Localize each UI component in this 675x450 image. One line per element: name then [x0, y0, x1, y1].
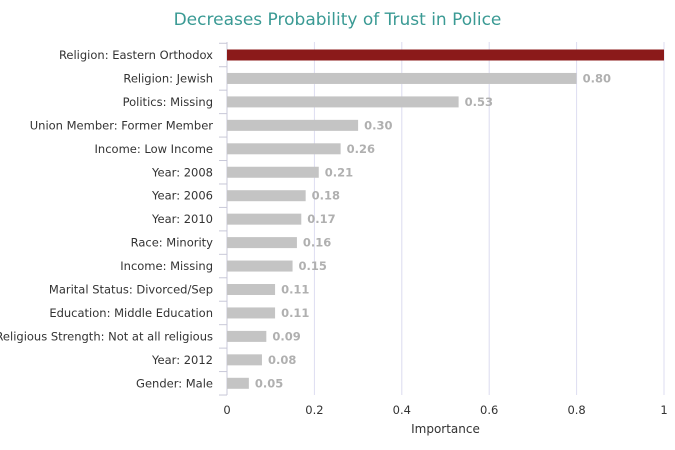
x-tick-label: 0.2: [305, 403, 323, 417]
category-label: Politics: Missing: [123, 95, 213, 109]
bar: [227, 143, 341, 155]
bar: [227, 260, 293, 272]
value-label: 0.11: [281, 283, 309, 297]
value-label: 0.11: [281, 306, 309, 320]
category-label: Income: Missing: [120, 259, 213, 273]
value-label: 0.08: [268, 353, 296, 367]
category-label: Year: 2008: [151, 165, 213, 179]
bar: [227, 377, 249, 389]
category-label: Gender: Male: [136, 376, 213, 390]
chart-title: Decreases Probability of Trust in Police: [173, 10, 502, 30]
value-label: 0.16: [303, 236, 331, 250]
value-label: 0.80: [583, 71, 611, 85]
category-label: Income: Low Income: [95, 142, 213, 156]
bar: [227, 49, 664, 61]
category-label: Education: Middle Education: [49, 306, 213, 320]
category-label: Religion: Eastern Orthodox: [59, 48, 213, 62]
x-tick-label: 0: [223, 403, 230, 417]
category-label: Marital Status: Divorced/Sep: [49, 283, 213, 297]
value-label: 0.26: [347, 142, 375, 156]
x-axis-title: Importance: [411, 422, 480, 436]
value-label: 0.30: [364, 118, 392, 132]
x-tick-label: 1: [660, 403, 667, 417]
value-label: 0.17: [307, 212, 335, 226]
value-label: 0.53: [465, 95, 493, 109]
category-label: Race: Minority: [131, 236, 214, 250]
bar: [227, 190, 306, 202]
value-label: 0.05: [255, 376, 283, 390]
x-tick-label: 0.6: [480, 403, 498, 417]
x-tick-label: 0.4: [393, 403, 411, 417]
value-label: 0.15: [299, 259, 327, 273]
category-label: Year: 2006: [151, 189, 213, 203]
bar: [227, 237, 297, 249]
bar: [227, 166, 319, 178]
bar: [227, 330, 267, 342]
bar: [227, 119, 359, 131]
category-label: Religious Strength: Not at all religious: [0, 329, 213, 343]
category-label: Religion: Jewish: [123, 71, 213, 85]
bar: [227, 213, 302, 225]
x-tick-label: 0.8: [567, 403, 585, 417]
bar: [227, 96, 459, 108]
bar: [227, 284, 276, 295]
category-label: Year: 2010: [151, 212, 213, 226]
value-label: 0.18: [312, 189, 340, 203]
bar: [227, 307, 276, 319]
value-label: 0.21: [325, 165, 353, 179]
bar: [227, 354, 262, 366]
category-label: Year: 2012: [151, 353, 213, 367]
value-label: 0.09: [272, 329, 300, 343]
bar: [227, 72, 577, 84]
category-label: Union Member: Former Member: [30, 118, 214, 132]
